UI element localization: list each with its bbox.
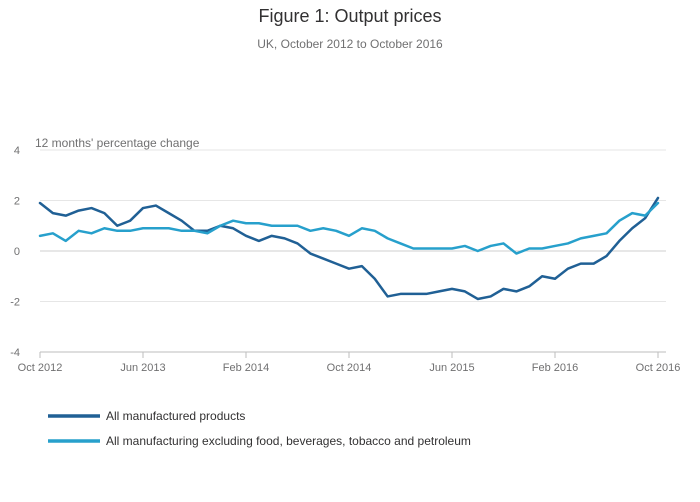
x-tick-label: Feb 2014 [223, 362, 269, 374]
y-tick-label: -2 [10, 297, 20, 309]
y-tick-label: 4 [14, 145, 20, 157]
y-tick-label: 2 [14, 196, 20, 208]
series-line-2 [38, 201, 660, 255]
y-tick-label: 0 [14, 246, 20, 258]
x-tick-label: Feb 2016 [532, 362, 578, 374]
x-tick-label: Oct 2016 [636, 362, 681, 374]
chart-subtitle: UK, October 2012 to October 2016 [257, 37, 443, 51]
y-axis-label: 12 months' percentage change [35, 136, 200, 150]
chart-title: Figure 1: Output prices [258, 6, 442, 26]
x-tick-label: Jun 2013 [120, 362, 165, 374]
x-tick-label: Jun 2015 [429, 362, 474, 374]
y-tick-label: -4 [10, 347, 20, 359]
x-tick-label: Oct 2014 [327, 362, 372, 374]
legend-label-1: All manufactured products [106, 409, 245, 423]
legend-label-2: All manufacturing excluding food, bevera… [106, 434, 471, 448]
x-tick-label: Oct 2012 [18, 362, 63, 374]
series-line-1 [38, 196, 660, 301]
